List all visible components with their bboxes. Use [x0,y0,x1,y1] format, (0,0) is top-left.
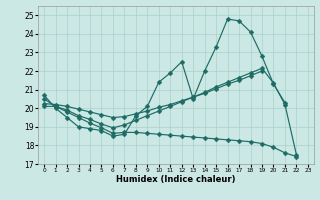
X-axis label: Humidex (Indice chaleur): Humidex (Indice chaleur) [116,175,236,184]
